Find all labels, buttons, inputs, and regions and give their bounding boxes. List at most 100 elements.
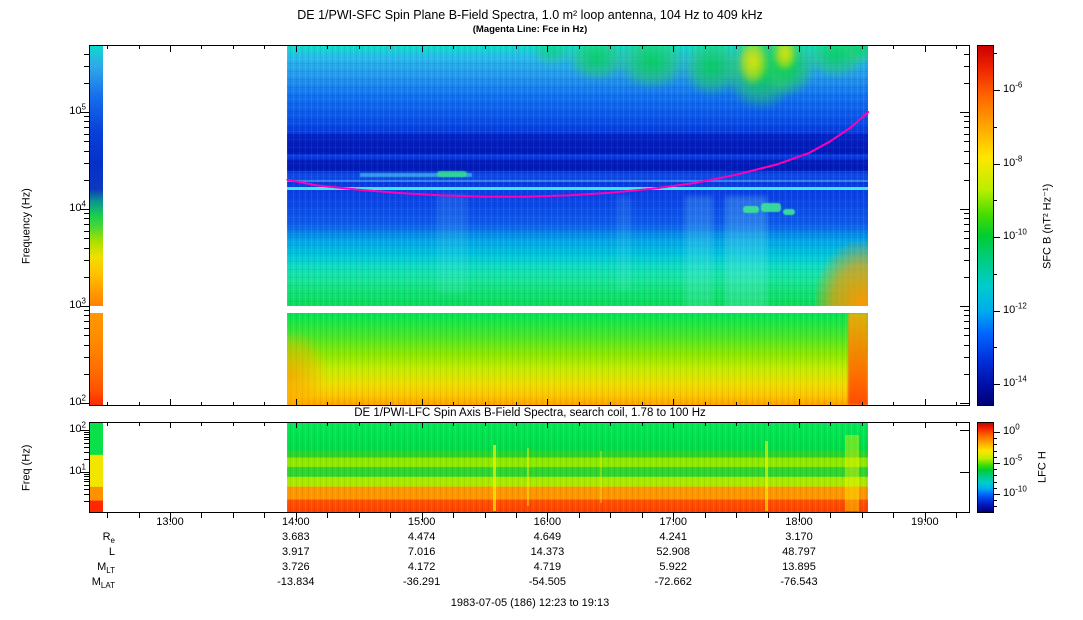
lfc-y-axis-label: Freq (Hz) [20, 444, 33, 491]
lfc-y-major-tick [80, 472, 89, 473]
sfc-top-tick [861, 46, 863, 49]
sfc-top-tick [830, 46, 832, 49]
sfc-top-tick [767, 46, 769, 49]
lfc-top-tick [893, 423, 895, 426]
ephemeris-value: 3.683 [282, 531, 310, 543]
ephemeris-row-label: L [108, 546, 115, 558]
emission-blob [761, 203, 782, 212]
lfc-y-minor-tick [84, 451, 89, 453]
sfc-y-minor-tick [84, 247, 89, 249]
lfc-top-tick [610, 423, 612, 426]
sfc-y-minor-tick [84, 335, 89, 337]
sfc-y-minor-tick [964, 179, 969, 181]
sfc-cbar-major-tick [994, 90, 1000, 91]
time-tick [390, 513, 392, 518]
lfc-top-tick [673, 423, 675, 428]
sfc-top-tick [641, 46, 643, 49]
sfc-colorbar [977, 45, 994, 406]
sfc-cbar-tick-label: 10-14 [1003, 374, 1027, 389]
time-tick [232, 513, 234, 518]
narrowband-dash [437, 171, 468, 177]
chorus-column [617, 196, 632, 291]
chorus-column [725, 196, 768, 306]
page-subtitle: (Magenta Line: Fce in Hz) [472, 24, 588, 35]
frequency-striping [287, 196, 869, 306]
sfc-bottom-tick [736, 402, 738, 405]
ephemeris-value: -72.662 [654, 576, 692, 588]
lfc-colorbar [977, 422, 994, 513]
time-tick [264, 513, 266, 518]
ephemeris-value: 3.170 [785, 531, 813, 543]
lfc-y-minor-tick [84, 493, 89, 495]
sfc-top-tick [484, 46, 486, 49]
sfc-top-tick [578, 46, 580, 49]
lfc-cbar-minor-tick [994, 506, 997, 508]
sfc-cbar-minor-tick [994, 126, 997, 128]
lfc-top-tick [138, 423, 140, 426]
sfc-y-major-tick [80, 403, 89, 404]
lfc-y-minor-tick [84, 442, 89, 444]
time-tick [799, 513, 800, 522]
sfc-y-minor-tick [84, 133, 89, 135]
lfc-cbar-minor-tick [994, 444, 997, 446]
sfc-y-minor-tick [84, 373, 89, 375]
sfc-top-tick [295, 46, 297, 52]
lfc-top-tick [799, 423, 800, 428]
sfc-y-minor-tick [964, 315, 969, 317]
sfc-y-minor-tick [964, 65, 969, 67]
lfc-streak [845, 435, 860, 511]
sfc-bottom-tick [673, 399, 675, 405]
lfc-data [287, 423, 869, 512]
sfc-cbar-minor-tick [994, 273, 997, 275]
chorus-column [685, 196, 714, 306]
sfc-top-tick [264, 46, 266, 49]
time-bin-texture [287, 313, 869, 405]
sfc-y-major-tick [80, 306, 89, 307]
ephemeris-value: 5.922 [659, 561, 687, 573]
sfc-bottom-tick [515, 402, 517, 405]
ephemeris-value: -13.834 [277, 576, 315, 588]
sfc-y-tick-label: 104 [69, 199, 86, 214]
lfc-cbar-major-tick [994, 432, 1000, 433]
sfc-y-minor-tick [964, 259, 969, 261]
ephemeris-value: 7.016 [407, 546, 436, 558]
sfc-y-minor-tick [84, 321, 89, 323]
sfc-y-minor-tick [84, 344, 89, 346]
sfc-bottom-tick [453, 402, 455, 405]
lfc-y-minor-tick [84, 459, 89, 461]
chorus-column [437, 194, 468, 294]
time-tick [767, 513, 769, 518]
sfc-y-minor-tick [84, 53, 89, 55]
sfc-y-minor-tick [84, 315, 89, 317]
ephemeris-value: 4.172 [407, 561, 436, 573]
sfc-bottom-tick [704, 402, 706, 405]
sfc-bottom-tick [232, 402, 234, 405]
lfc-y-minor-tick [84, 446, 89, 448]
lfc-cbar-minor-tick [994, 469, 997, 471]
sfc-top-tick [453, 46, 455, 49]
ephemeris-value: -54.505 [528, 576, 567, 588]
sfc-spectrogram-panel [89, 45, 970, 406]
sfc-bottom-tick [610, 402, 612, 405]
lfc-y-minor-tick [84, 501, 89, 503]
auroral-hiss-core [739, 46, 768, 84]
sfc-y-tick-label: 103 [69, 296, 86, 311]
ephemeris-value: 13.895 [782, 561, 816, 573]
sfc-y-minor-tick [964, 356, 969, 358]
lfc-top-tick [736, 423, 738, 426]
sfc-y-minor-tick [84, 65, 89, 67]
interference-line-faint [287, 179, 869, 182]
lfc-top-tick [295, 423, 297, 428]
sfc-bottom-tick [264, 402, 266, 405]
lfc-top-tick [547, 423, 549, 428]
sfc-cbar-major-tick [994, 163, 1000, 165]
sfc-cbar-minor-tick [994, 200, 997, 202]
time-tick [610, 513, 612, 518]
sfc-y-axis-label: Frequency (Hz) [20, 188, 33, 264]
lfc-panel-title: DE 1/PWI-LFC Spin Axis B-Field Spectra, … [354, 407, 706, 419]
sfc-bottom-tick [390, 402, 392, 405]
sfc-y-minor-tick [964, 224, 969, 226]
sfc-top-tick [547, 46, 549, 52]
lfc-y-minor-tick [84, 478, 89, 480]
